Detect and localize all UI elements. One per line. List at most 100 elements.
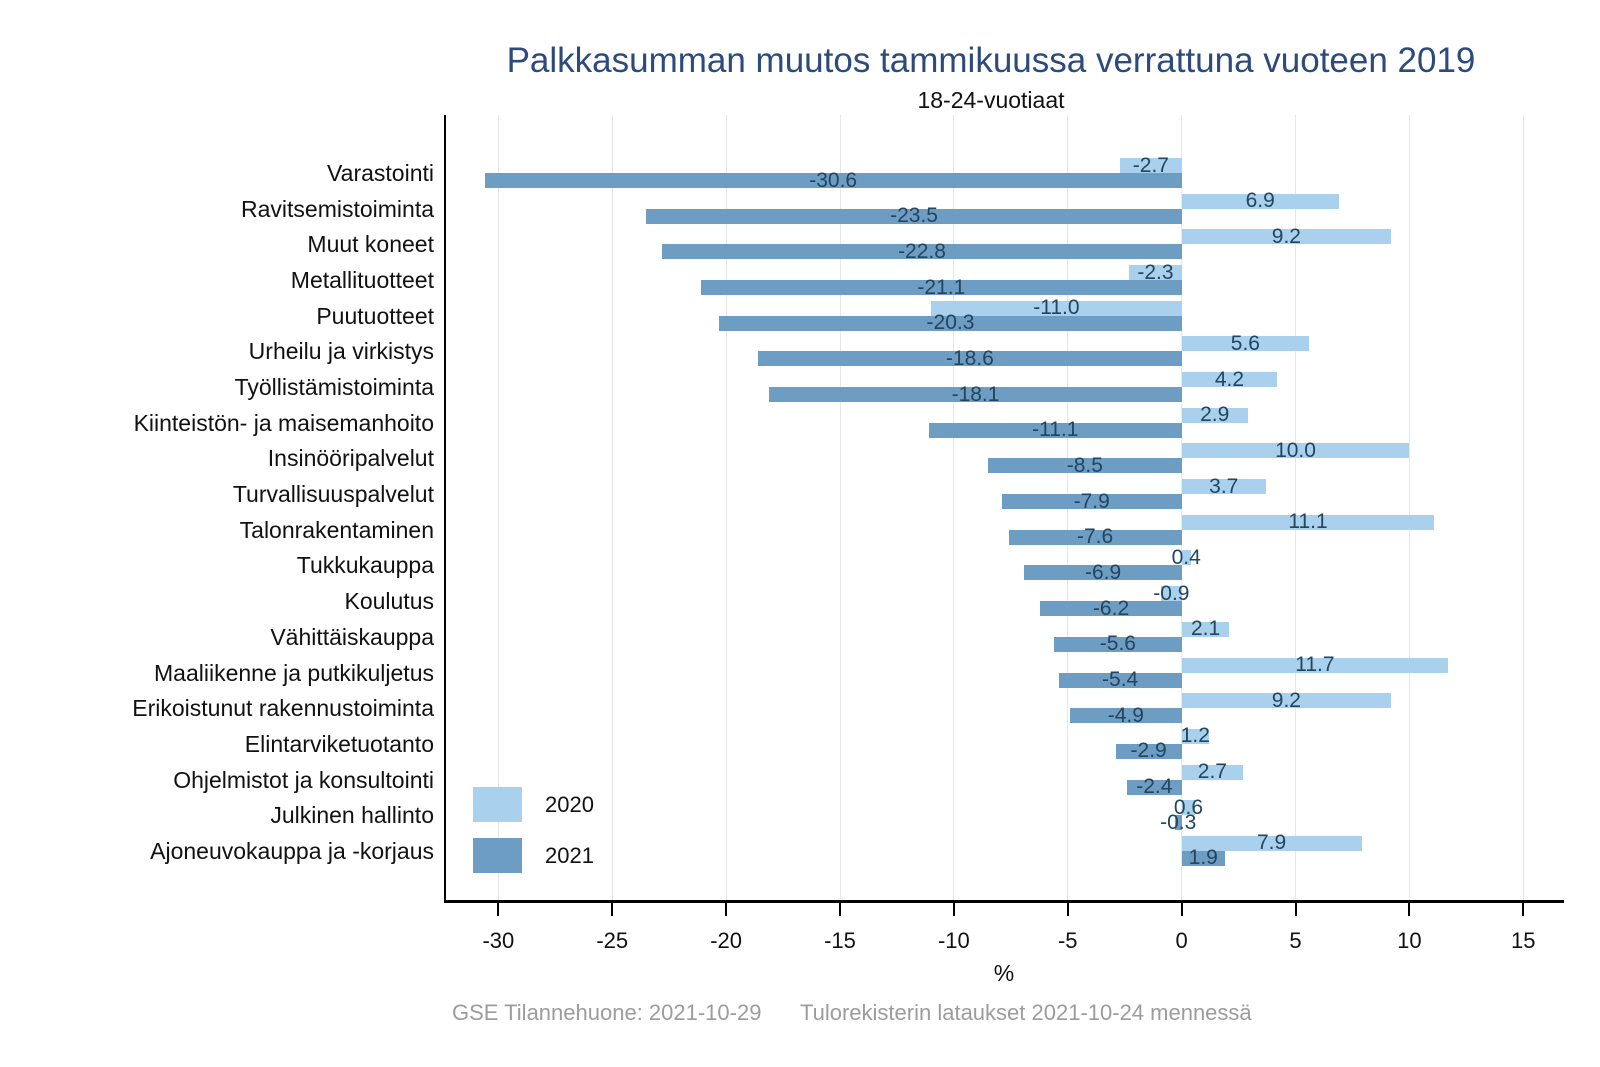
bar-value-label: -2.7 xyxy=(1132,153,1169,177)
bar-2020 xyxy=(1181,764,1244,780)
bar-2021 xyxy=(646,208,1182,224)
x-axis-tick xyxy=(1522,903,1525,916)
bar-value-label: -5.4 xyxy=(1102,668,1139,692)
bar-2020 xyxy=(1181,693,1392,709)
category-label: Koulutus xyxy=(344,588,434,615)
bar-value-label: -7.6 xyxy=(1077,525,1114,549)
gridline xyxy=(497,115,499,900)
bar-value-label: -18.6 xyxy=(945,346,994,370)
x-axis-tick xyxy=(725,903,728,916)
category-label: Metallituotteet xyxy=(290,267,434,294)
bar-value-label: 10.0 xyxy=(1275,438,1316,462)
bar-2020 xyxy=(1181,835,1362,851)
bar-2020 xyxy=(1161,586,1182,602)
gridline xyxy=(611,115,613,900)
category-label: Tukkukauppa xyxy=(296,552,434,579)
bar-2020 xyxy=(1181,479,1266,495)
x-axis-tick xyxy=(1066,903,1069,916)
category-label: Ravitsemistoiminta xyxy=(241,195,434,222)
x-axis-tick xyxy=(1294,903,1297,916)
x-axis-line xyxy=(444,900,1564,903)
bar-2020 xyxy=(931,300,1182,316)
gridline xyxy=(1408,115,1410,900)
bar-value-label: 5.6 xyxy=(1230,331,1260,355)
legend-swatch-2020 xyxy=(473,787,522,822)
gridline xyxy=(1295,115,1297,900)
category-label: Vähittäiskauppa xyxy=(270,623,434,650)
category-label: Ohjelmistot ja konsultointi xyxy=(173,766,434,793)
gridline xyxy=(1522,115,1524,900)
x-axis-tick xyxy=(839,903,842,916)
bar-2021 xyxy=(1126,779,1182,795)
bar-value-label: -4.9 xyxy=(1107,703,1144,727)
bar-2020 xyxy=(1181,514,1435,530)
bar-2021 xyxy=(758,351,1182,367)
chart-title: Palkkasumman muutos tammikuussa verrattu… xyxy=(506,41,1476,80)
bar-2021 xyxy=(1115,743,1182,759)
gridline xyxy=(953,115,955,900)
bar-2020 xyxy=(1181,621,1230,637)
footer-data-note: Tulorekisterin lataukset 2021-10-24 menn… xyxy=(800,1000,1252,1025)
bar-2021 xyxy=(662,244,1182,260)
bar-2021 xyxy=(1058,672,1182,688)
bar-2021 xyxy=(988,458,1182,474)
bar-2021 xyxy=(701,280,1182,296)
bar-value-label: -0.3 xyxy=(1160,810,1197,834)
bar-value-label: 9.2 xyxy=(1271,224,1301,248)
bar-value-label: -11.0 xyxy=(1033,296,1080,320)
bar-2021 xyxy=(719,315,1182,331)
bar-value-label: -0.9 xyxy=(1153,581,1190,605)
x-tick-label: -10 xyxy=(937,928,970,953)
bar-value-label: -2.9 xyxy=(1130,739,1167,763)
category-label: Insinööripalvelut xyxy=(267,445,434,472)
category-label: Työllistämistoiminta xyxy=(234,374,434,401)
bar-2021 xyxy=(1001,494,1182,510)
bar-2020 xyxy=(1181,443,1410,459)
legend-swatch-2021 xyxy=(473,838,522,873)
category-label: Julkinen hallinto xyxy=(270,802,434,829)
bar-2020 xyxy=(1181,372,1278,388)
category-label: Maaliikenne ja putkikuljetus xyxy=(154,659,434,686)
bar-2021 xyxy=(1181,850,1225,866)
bar-value-label: -22.8 xyxy=(898,239,946,263)
bar-value-label: 9.2 xyxy=(1271,688,1301,712)
x-tick-label: 5 xyxy=(1289,928,1302,953)
bar-value-label: 11.7 xyxy=(1295,653,1335,677)
x-tick-label: 10 xyxy=(1397,928,1422,953)
category-label: Turvallisuuspalvelut xyxy=(232,481,434,508)
bar-2020 xyxy=(1181,550,1191,566)
bar-2020 xyxy=(1120,158,1182,173)
bar-value-label: 2.7 xyxy=(1197,760,1227,784)
bar-2021 xyxy=(484,173,1182,188)
bar-value-label: -18.1 xyxy=(951,382,1000,406)
bar-value-label: -11.1 xyxy=(1032,418,1079,442)
bar-value-label: 1.9 xyxy=(1188,846,1218,870)
bar-value-label: -2.4 xyxy=(1136,775,1173,799)
bar-2021 xyxy=(1008,529,1182,545)
x-tick-label: -30 xyxy=(482,928,515,953)
category-label: Urheilu ja virkistys xyxy=(248,338,434,365)
chart-subtitle: 18-24-vuotiaat xyxy=(917,87,1065,113)
bar-value-label: -5.6 xyxy=(1099,632,1136,656)
bar-2020 xyxy=(1181,193,1339,209)
x-tick-label: -5 xyxy=(1057,928,1078,953)
category-label: Varastointi xyxy=(327,160,434,186)
gridline xyxy=(725,115,727,900)
x-axis-tick xyxy=(1408,903,1411,916)
bar-value-label: 7.9 xyxy=(1257,831,1287,855)
bar-value-label: 0.4 xyxy=(1171,545,1201,569)
bar-2021 xyxy=(1054,636,1182,652)
bar-2021 xyxy=(928,422,1182,438)
bar-value-label: 6.9 xyxy=(1245,189,1275,213)
x-tick-label: -25 xyxy=(596,928,629,953)
bar-2020 xyxy=(1181,657,1449,673)
category-label: Ajoneuvokauppa ja -korjaus xyxy=(150,837,434,864)
bar-2020 xyxy=(1181,728,1209,744)
bar-value-label: -21.1 xyxy=(917,275,966,299)
x-axis-tick xyxy=(497,903,500,916)
category-label: Talonrakentaminen xyxy=(239,516,434,543)
bar-value-label: 2.9 xyxy=(1200,403,1230,427)
bar-value-label: -20.3 xyxy=(926,311,975,335)
